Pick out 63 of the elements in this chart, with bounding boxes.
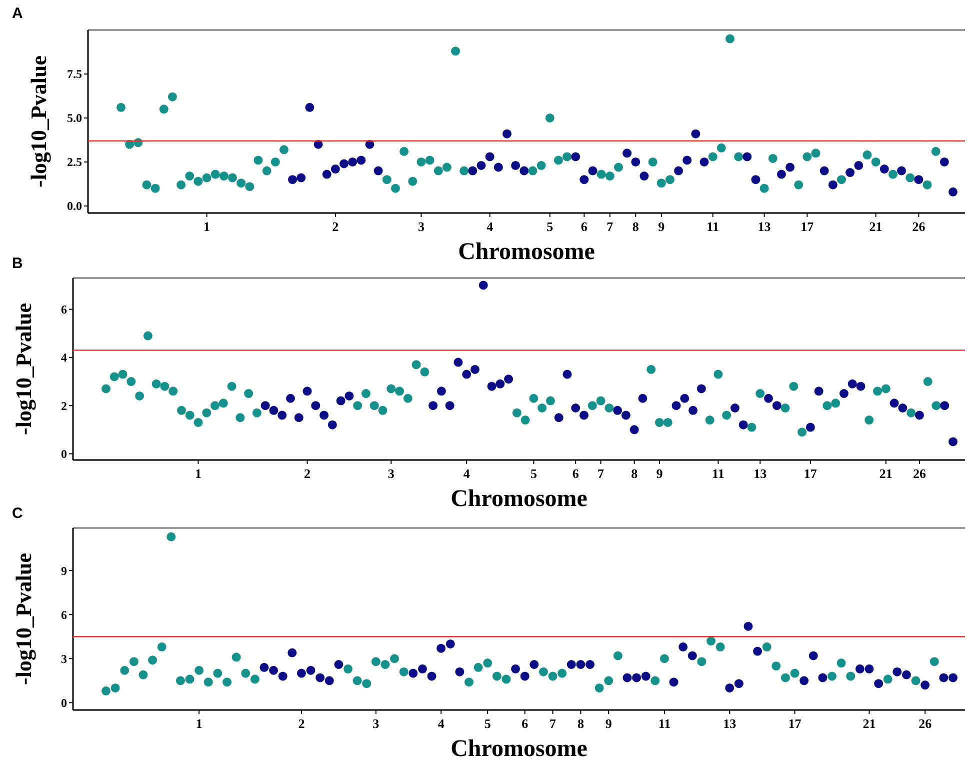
x-tick-label: 4 (463, 466, 470, 481)
x-tick-label: 11 (712, 466, 724, 481)
x-tick-label: 17 (800, 219, 814, 234)
y-tick-label: 7.5 (67, 67, 82, 82)
x-tick-label: 3 (388, 466, 395, 481)
y-tick-label: 4 (61, 350, 67, 365)
y-tick-label: 0 (61, 696, 67, 710)
y-tick-label: 6 (61, 302, 67, 316)
y-tick-label: 0 (61, 446, 67, 461)
x-tick-label: 17 (804, 466, 818, 481)
x-tick-label: 9 (605, 716, 612, 731)
y-tick-label: 0.0 (67, 199, 82, 214)
x-tick-label: 4 (486, 219, 494, 234)
x-tick-label: 7 (550, 716, 557, 731)
y-tick-label: 3 (61, 652, 67, 666)
x-axis-title: Chromosome (450, 736, 588, 762)
x-tick-label: 3 (418, 219, 425, 234)
x-tick-label: 1 (196, 716, 202, 731)
x-tick-label: 13 (758, 219, 772, 234)
x-tick-label: 13 (723, 716, 737, 731)
x-tick-label: 9 (656, 466, 664, 481)
chart-title: A (12, 5, 23, 22)
y-tick-label: 5.0 (67, 111, 82, 126)
y-tick-label: 9 (61, 564, 67, 578)
x-tick-label: 7 (598, 466, 605, 481)
x-tick-label: 3 (372, 716, 380, 731)
chart-title: B (12, 255, 23, 272)
y-axis-title: -log10_Pvalue (11, 552, 36, 685)
y-axis-title: -log10_Pvalue (11, 302, 36, 435)
x-tick-label: 21 (862, 716, 876, 731)
x-tick-label: 21 (879, 466, 892, 481)
x-tick-label: 2 (298, 716, 305, 731)
x-tick-label: 11 (658, 716, 671, 731)
y-tick-label: 2 (61, 398, 67, 413)
x-tick-label: 2 (332, 219, 339, 234)
y-tick-label: 6 (61, 608, 67, 622)
x-tick-label: 1 (204, 219, 210, 234)
x-tick-label: 5 (484, 716, 492, 731)
x-tick-label: 7 (606, 219, 614, 234)
x-tick-label: 17 (788, 716, 802, 731)
x-tick-label: 26 (918, 716, 932, 731)
x-tick-label: 8 (631, 466, 638, 481)
x-tick-label: 4 (438, 716, 445, 731)
x-tick-label: 8 (577, 716, 584, 731)
x-tick-label: 6 (572, 466, 580, 481)
y-tick-label: 2.5 (67, 155, 82, 170)
x-tick-label: 9 (658, 219, 666, 234)
x-tick-label: 6 (580, 219, 588, 234)
x-tick-label: 2 (304, 466, 311, 481)
x-tick-label: 8 (632, 219, 640, 234)
x-tick-label: 1 (195, 466, 202, 481)
chart-title: C (12, 505, 23, 522)
x-tick-label: 11 (706, 219, 719, 234)
x-tick-label: 21 (869, 219, 882, 234)
x-tick-label: 5 (530, 466, 538, 481)
x-tick-label: 13 (754, 466, 768, 481)
x-tick-label: 26 (912, 466, 926, 481)
x-axis-title: Chromosome (450, 486, 588, 512)
x-tick-label: 6 (522, 716, 529, 731)
x-axis-title: Chromosome (458, 239, 596, 265)
y-axis-title: -log10_Pvalue (26, 55, 51, 188)
x-tick-label: 26 (912, 219, 926, 234)
x-tick-label: 5 (546, 219, 554, 234)
